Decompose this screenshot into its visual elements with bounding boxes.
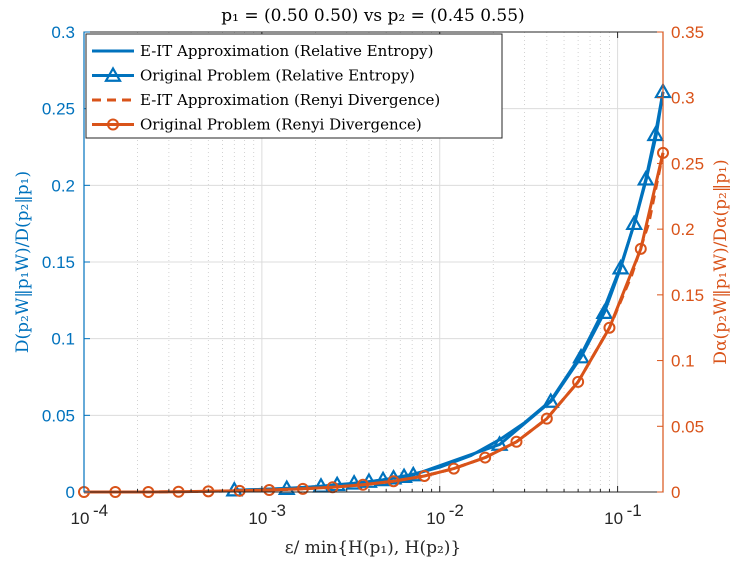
- x-tick-label: 10: [604, 509, 623, 528]
- legend-label: Original Problem (Renyi Divergence): [140, 116, 422, 134]
- data-point-marker: [636, 169, 655, 186]
- axes: 10 -4 10 -3 10 -2 10 -100.050.10.150.20.250.300…: [42, 23, 704, 528]
- data-point-marker: [404, 465, 423, 482]
- data-point-marker: [572, 375, 585, 388]
- y-left-tick-label: 0.15: [42, 253, 75, 272]
- data-point-marker: [447, 462, 460, 475]
- y-left-tick-label: 0.2: [51, 176, 75, 195]
- data-point-marker: [387, 475, 400, 488]
- legend-label: E-IT Approximation (Relative Entropy): [140, 42, 433, 60]
- legend-marker: [107, 118, 119, 131]
- data-point-marker: [225, 480, 244, 497]
- y-left-tick-label: 0.1: [51, 330, 75, 349]
- data-point-marker: [479, 451, 492, 464]
- y-left-tick-label: 0.25: [42, 100, 75, 119]
- data-point-marker: [634, 242, 647, 255]
- series-3: [84, 152, 665, 494]
- data-point-marker: [296, 482, 309, 495]
- series-line: [234, 91, 665, 492]
- y-right-tick-label: 0.15: [671, 286, 704, 305]
- data-point-marker: [395, 467, 413, 484]
- data-point-marker: [646, 125, 665, 142]
- x-tick-label: 10: [248, 509, 267, 528]
- legend-box: [85, 33, 503, 139]
- series-1: [234, 91, 665, 492]
- series-line: [84, 152, 665, 494]
- y-left-tick-label: 0.05: [42, 406, 75, 425]
- data-point-marker: [595, 303, 614, 319]
- data-point-marker: [611, 258, 630, 275]
- y-right-tick-label: 0.1: [671, 352, 695, 371]
- data-point-marker: [510, 435, 523, 448]
- data-point-marker: [603, 321, 616, 334]
- data-point-marker: [418, 469, 431, 482]
- legend-marker: [104, 66, 122, 82]
- data-point-marker: [572, 347, 590, 364]
- legend: E-IT Approximation (Relative Entropy) Ori…: [85, 33, 503, 139]
- y-right-tick-label: 0.35: [671, 23, 704, 42]
- chart-title: p₁ = (0.50 0.50) vs p₂ = (0.45 0.55): [221, 6, 524, 26]
- series-2: [225, 82, 672, 497]
- series-line: [84, 152, 665, 494]
- data-point-marker: [263, 484, 276, 497]
- series-4: [78, 146, 669, 498]
- y-left-tick-label: 0.3: [51, 23, 75, 42]
- series-line: [234, 91, 665, 492]
- x-tick-label: 10: [71, 509, 90, 528]
- y-right-tick-label: 0: [671, 483, 680, 502]
- y-right-tick-label: 0.25: [671, 154, 704, 173]
- series-layer: [78, 82, 672, 498]
- y-left-tick-label: 0: [66, 483, 75, 502]
- x-tick-label-exponent: -3: [271, 501, 286, 520]
- data-point-marker: [541, 392, 560, 408]
- x-tick-label-exponent: -4: [93, 501, 108, 520]
- data-point-marker: [356, 478, 369, 491]
- y-right-tick-label: 0.05: [671, 417, 704, 436]
- data-point-marker: [540, 412, 553, 425]
- y-right-tick-label: 0.3: [671, 89, 695, 108]
- y-axis-right-label: Dα(p₂W‖p₁W)/Dα(p₂‖p₁): [711, 159, 731, 364]
- x-axis-label: ε/ min{H(p₁), H(p₂)}: [285, 538, 461, 558]
- x-tick-label: 10: [426, 509, 445, 528]
- legend-label: Original Problem (Relative Entropy): [140, 67, 415, 85]
- y-right-tick-label: 0.2: [671, 220, 695, 239]
- data-point-marker: [374, 470, 392, 487]
- data-point-marker: [625, 214, 644, 231]
- x-tick-label-exponent: -1: [627, 501, 642, 520]
- legend-label: E-IT Approximation (Renyi Divergence): [140, 91, 440, 109]
- y-axis-left-label: D(p₂W‖p₁W)/D(p₂‖p₁): [13, 171, 33, 353]
- x-tick-label-exponent: -2: [449, 501, 464, 520]
- data-point-marker: [202, 485, 215, 498]
